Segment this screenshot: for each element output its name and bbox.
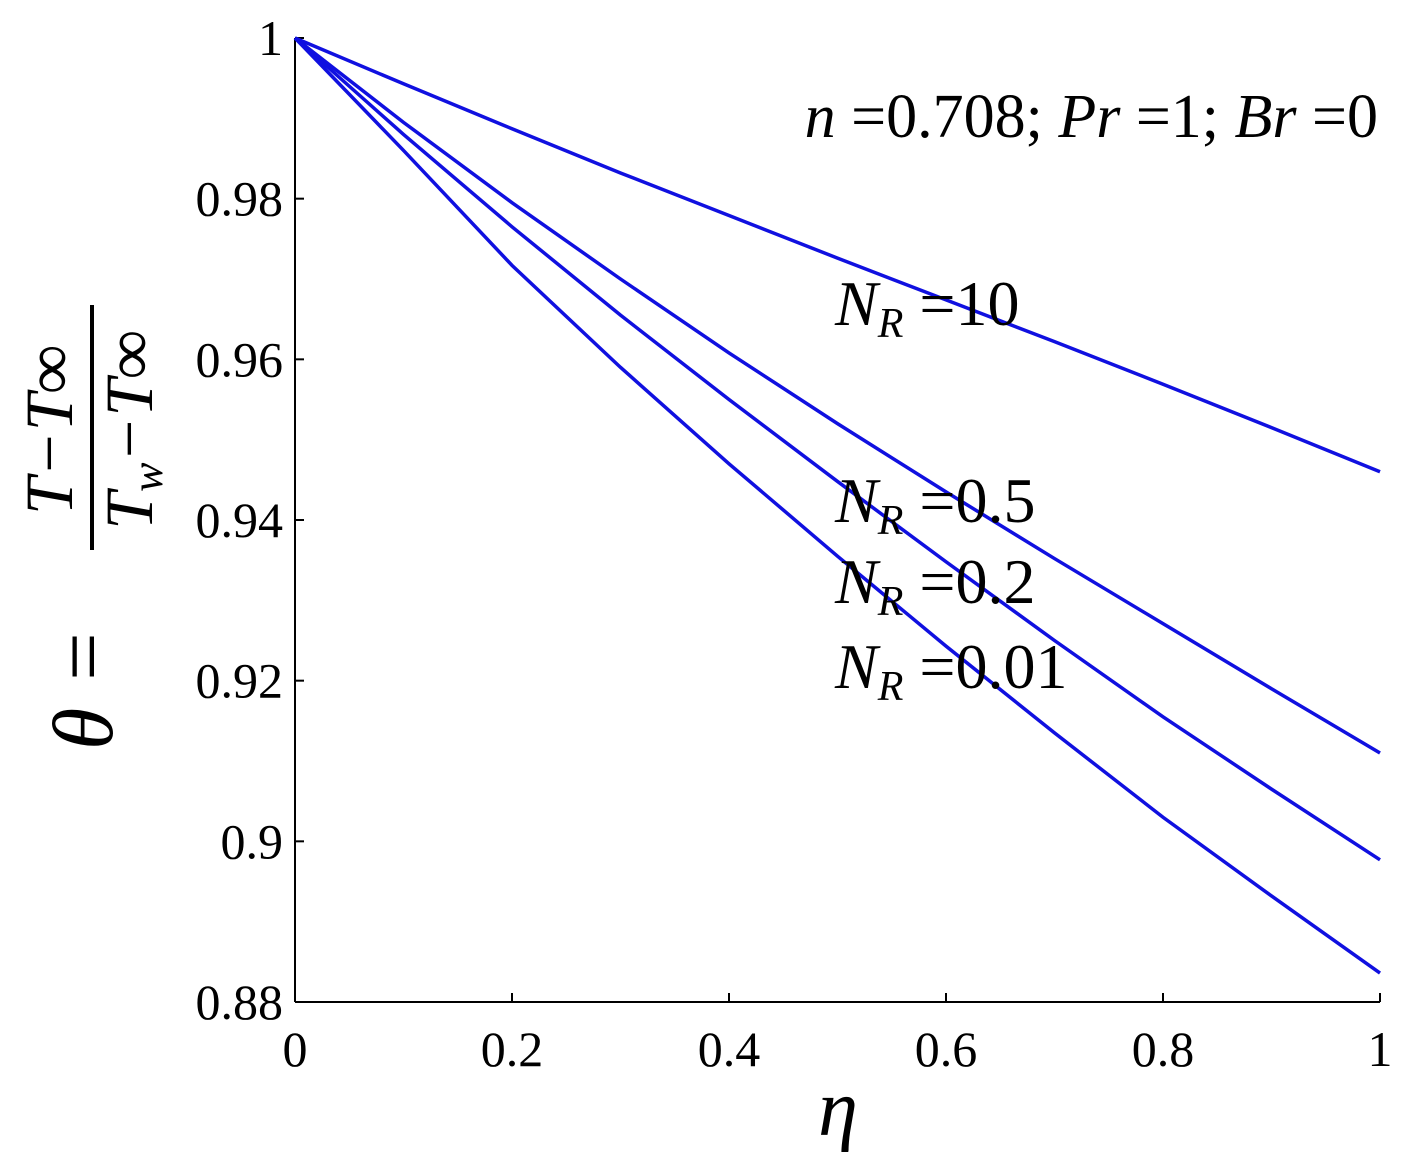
curve-label: NR =0.01 — [834, 631, 1067, 710]
curve-label: NR =10 — [834, 268, 1019, 347]
den-rest: −T∞ — [91, 330, 167, 462]
y-tick-label: 0.9 — [221, 813, 284, 869]
annotation-part: =0 — [1297, 83, 1378, 151]
annotation-part: Pr — [1057, 83, 1121, 151]
den-sub: w — [123, 462, 172, 492]
x-tick-label: 0 — [283, 1021, 308, 1077]
y-label-denominator: Tw−T∞ — [91, 330, 172, 529]
label-main: N — [834, 631, 881, 702]
y-tick-label: 0.88 — [196, 974, 284, 1030]
annotation-part: Br — [1235, 83, 1298, 151]
label-main: N — [834, 465, 881, 536]
series-line — [293, 36, 1381, 862]
y-tick-label: 0.98 — [196, 171, 284, 227]
label-sub: R — [877, 664, 904, 710]
label-sub: R — [877, 579, 904, 625]
series-line — [293, 36, 1382, 975]
curve-label: NR =0.2 — [834, 546, 1035, 625]
y-tick-label: 1 — [258, 10, 283, 66]
x-tick-label: 0.8 — [1132, 1021, 1195, 1077]
annotation-part: n — [805, 83, 836, 151]
y-tick-label: 0.94 — [196, 492, 284, 548]
series-line — [293, 36, 1381, 755]
x-tick-label: 0.4 — [698, 1021, 761, 1077]
label-rest: =10 — [903, 268, 1019, 339]
label-rest: =0.2 — [903, 546, 1035, 617]
x-tick-label: 0.2 — [481, 1021, 544, 1077]
y-axis-label: θ =T−T∞ Tw−T∞ — [11, 305, 172, 750]
den-main: T — [91, 488, 167, 530]
curve-label: NR =0.5 — [834, 465, 1035, 544]
x-tick-label: 0.6 — [915, 1021, 978, 1077]
series-line — [294, 36, 1381, 474]
x-axis-label: η — [818, 1065, 858, 1153]
y-tick-label: 0.92 — [196, 653, 284, 709]
y-tick-label: 0.96 — [196, 331, 284, 387]
annotation: n =0.708; Pr =1; Br =0 — [805, 83, 1378, 151]
label-rest: =0.5 — [903, 465, 1035, 536]
y-label-numerator: T−T∞ — [11, 345, 87, 515]
label-sub: R — [877, 301, 904, 347]
x-tick-label: 1 — [1368, 1021, 1393, 1077]
annotation-part: =1; — [1120, 83, 1234, 151]
label-main: N — [834, 268, 881, 339]
annotation-part: =0.708; — [836, 83, 1059, 151]
y-label-lhs: θ = — [35, 628, 131, 750]
label-sub: R — [877, 498, 904, 544]
label-main: N — [834, 546, 881, 617]
label-rest: =0.01 — [903, 631, 1067, 702]
